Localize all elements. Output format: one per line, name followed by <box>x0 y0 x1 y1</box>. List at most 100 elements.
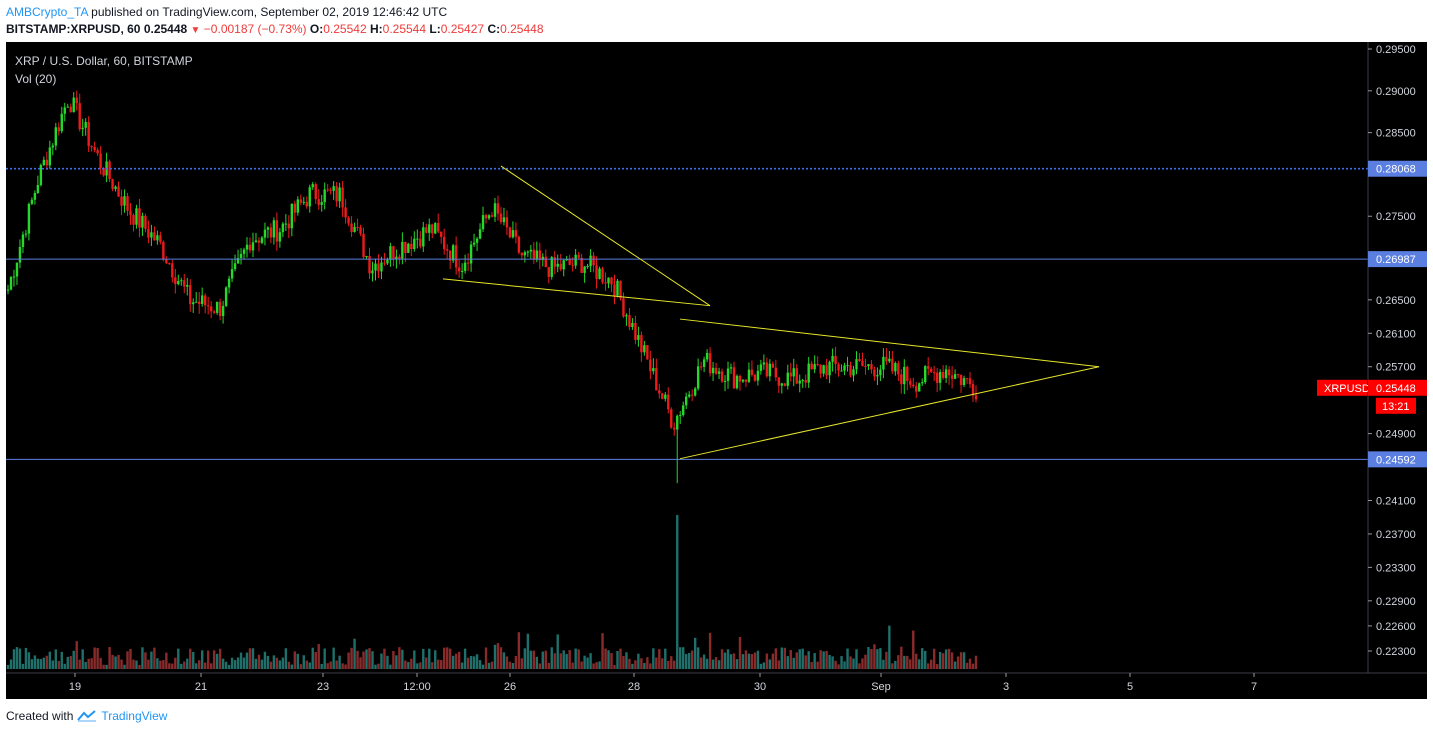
candle-body <box>762 362 766 365</box>
volume-bar <box>389 664 392 669</box>
candle-body <box>251 242 255 251</box>
candle-body <box>607 277 610 284</box>
candle-body <box>738 375 742 382</box>
candle-body <box>870 364 873 370</box>
y-tick-label: 0.29500 <box>1376 44 1416 56</box>
volume-bar <box>347 652 350 669</box>
volume-bar <box>873 644 876 669</box>
volume-bar <box>481 664 485 669</box>
candle-body <box>965 378 969 380</box>
tradingview-brand-link[interactable]: TradingView <box>101 709 168 723</box>
volume-bar <box>150 651 153 669</box>
candle-body <box>144 215 147 229</box>
volume-bar <box>870 648 873 669</box>
candle-body <box>550 257 553 277</box>
volume-bar <box>284 648 288 669</box>
candle-body <box>944 369 948 378</box>
volume-bar <box>553 653 556 669</box>
candle-body <box>263 229 267 238</box>
candle-body <box>224 287 228 306</box>
volume-bar <box>825 650 828 669</box>
candle-body <box>496 203 500 214</box>
candle-body <box>750 369 754 375</box>
volume-bar <box>819 650 822 669</box>
volume-bar <box>625 652 628 669</box>
volume-bar <box>371 651 374 669</box>
volume-bar <box>42 657 46 669</box>
volume-bar <box>392 650 395 669</box>
candle-body <box>218 301 222 316</box>
volume-bar <box>114 656 117 669</box>
y-tick-label: 0.22900 <box>1376 596 1416 608</box>
candle-body <box>682 405 685 416</box>
volume-bar <box>765 653 769 669</box>
candle-body <box>941 372 945 378</box>
volume-bar <box>828 654 831 669</box>
volume-bar <box>260 659 264 669</box>
candle-body <box>511 230 515 238</box>
candle-body <box>714 367 718 374</box>
candle-body <box>924 366 927 383</box>
volume-bar <box>359 657 362 669</box>
author-link[interactable]: AMBCrypto_TA <box>6 5 88 19</box>
candle-body <box>583 266 586 273</box>
price-chart[interactable]: 0.29500 0.29000 0.28500 0.27500 0.26500 0.261… <box>6 42 1427 699</box>
volume-bar <box>215 653 219 669</box>
volume-bar <box>39 659 43 669</box>
volume-bar <box>926 663 930 669</box>
volume-bar <box>365 649 368 669</box>
candle-body <box>302 201 305 203</box>
candle-body <box>413 238 416 250</box>
candle-body <box>380 262 383 272</box>
volume-bar <box>78 659 81 669</box>
volume-bar <box>251 648 255 669</box>
volume-bar <box>690 650 694 669</box>
volume-bar <box>60 651 63 669</box>
volume-bar <box>129 648 132 669</box>
candle-body <box>867 364 870 367</box>
x-tick-label: 7 <box>1251 681 1257 693</box>
candle-body <box>114 186 117 189</box>
volume-bar <box>613 664 616 669</box>
candle-body <box>894 363 897 372</box>
volume-bar <box>290 664 294 669</box>
candle-body <box>386 259 389 264</box>
volume-bar <box>891 663 894 669</box>
y-tick-label: 0.23300 <box>1376 562 1416 574</box>
candle-body <box>39 164 43 186</box>
volume-bar <box>484 647 488 669</box>
publish-header: AMBCrypto_TA published on TradingView.co… <box>0 0 1433 42</box>
candle-body <box>150 232 153 238</box>
candle-body <box>807 363 810 383</box>
candle-body <box>451 245 455 261</box>
volume-bar <box>153 647 156 669</box>
candle-body <box>180 280 183 282</box>
candle-body <box>30 199 34 204</box>
candle-body <box>317 199 320 205</box>
level-tag <box>1368 160 1427 177</box>
candle-body <box>472 242 476 245</box>
candle-body <box>786 372 789 386</box>
trendline <box>442 278 711 307</box>
volume-bar <box>478 660 482 669</box>
candle-body <box>90 146 93 148</box>
candle-body <box>891 358 894 372</box>
volume-bar <box>416 663 419 669</box>
candle-body <box>702 359 706 367</box>
volume-bar <box>242 657 246 669</box>
volume-bar <box>180 663 183 669</box>
volume-bar <box>556 634 559 669</box>
volume-bar <box>526 633 530 669</box>
volume-bar <box>661 658 664 669</box>
candle-body <box>290 203 294 229</box>
volume-bar <box>568 650 571 669</box>
volume-bar <box>496 643 500 669</box>
volume-bar <box>520 658 524 669</box>
volume-bar <box>843 661 846 669</box>
candle-body <box>897 363 900 375</box>
volume-bar <box>538 663 542 669</box>
candle-body <box>395 256 398 260</box>
volume-bar <box>317 644 320 669</box>
volume-bar <box>965 662 969 669</box>
candle-body <box>457 267 461 272</box>
